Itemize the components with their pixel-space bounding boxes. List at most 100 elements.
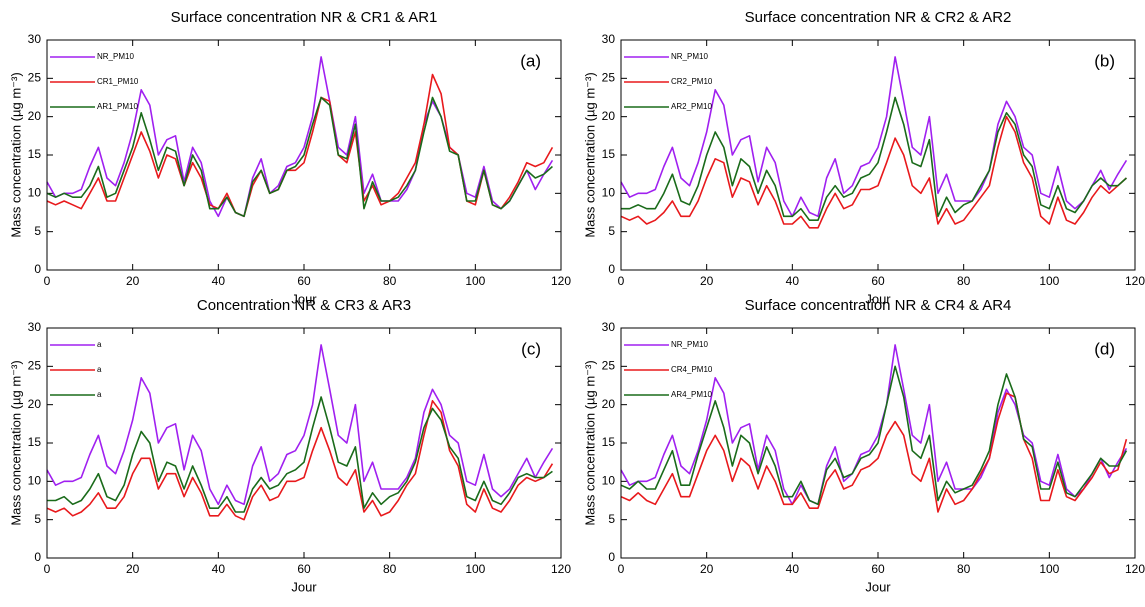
data-line	[621, 96, 1127, 221]
x-tick-label: 100	[465, 274, 485, 288]
x-tick-label: 60	[871, 562, 885, 576]
y-tick-label: 5	[608, 512, 615, 526]
x-tick-label: 100	[1039, 562, 1059, 576]
plot-frame	[620, 39, 1136, 271]
chart-title: Surface concentration NR & CR4 & AR4	[745, 297, 1012, 314]
y-tick-label: 10	[28, 474, 42, 488]
x-tick-label: 0	[618, 562, 625, 576]
y-tick-label: 5	[34, 512, 41, 526]
y-axis-label: Mass concentration (µg m⁻³)	[582, 360, 597, 525]
x-tick-label: 120	[551, 562, 571, 576]
y-tick-label: 30	[28, 32, 42, 46]
data-line	[46, 400, 554, 521]
x-tick-label: 20	[700, 274, 714, 288]
x-axis-label: Jour	[865, 291, 891, 306]
x-tick-label: 40	[786, 274, 800, 288]
legend-label: CR2_PM10	[671, 77, 713, 86]
y-tick-label: 15	[602, 147, 616, 161]
data-line	[620, 365, 1128, 506]
y-tick-label: 0	[34, 262, 41, 276]
x-tick-label: 80	[383, 274, 397, 288]
y-tick-label: 30	[602, 32, 616, 46]
y-tick-label: 10	[602, 474, 616, 488]
plot-frame	[46, 39, 562, 271]
panel-label: (d)	[1094, 339, 1115, 358]
y-tick-label: 10	[28, 186, 42, 200]
x-tick-label: 20	[700, 562, 714, 576]
y-tick-label: 20	[602, 397, 616, 411]
legend-label: a	[97, 390, 102, 399]
legend-label: AR4_PM10	[671, 390, 712, 399]
y-tick-label: 30	[28, 320, 42, 334]
x-tick-label: 0	[44, 562, 51, 576]
y-tick-label: 25	[602, 359, 616, 373]
legend-label: AR1_PM10	[97, 102, 138, 111]
x-axis-label: Jour	[291, 291, 317, 306]
chart-title: Concentration NR & CR3 & AR3	[197, 297, 411, 314]
x-tick-label: 0	[618, 274, 625, 288]
data-line	[46, 344, 554, 506]
y-tick-label: 15	[28, 147, 42, 161]
legend-label: a	[97, 340, 102, 349]
y-tick-label: 25	[28, 359, 42, 373]
x-tick-label: 80	[957, 562, 971, 576]
legend-label: AR2_PM10	[671, 102, 712, 111]
x-tick-label: 20	[126, 274, 140, 288]
y-tick-label: 0	[608, 550, 615, 564]
x-tick-label: 40	[212, 274, 226, 288]
x-tick-label: 80	[957, 274, 971, 288]
x-tick-label: 60	[871, 274, 885, 288]
y-axis-label: Mass concentration (µg m⁻³)	[582, 72, 597, 237]
y-axis-label: Mass concentration (µg m⁻³)	[8, 360, 23, 525]
panel-label: (b)	[1094, 51, 1115, 70]
y-tick-label: 20	[28, 397, 42, 411]
data-line	[620, 115, 1127, 229]
chart-title: Surface concentration NR & CR1 & AR1	[171, 9, 438, 26]
plot-frame	[620, 327, 1136, 559]
data-line	[47, 396, 553, 513]
legend-label: NR_PM10	[671, 340, 708, 349]
x-tick-label: 120	[1125, 562, 1145, 576]
y-tick-label: 30	[602, 320, 616, 334]
data-line	[620, 392, 1128, 513]
panel-label: (a)	[520, 51, 541, 70]
x-tick-label: 100	[465, 562, 485, 576]
y-tick-label: 15	[602, 435, 616, 449]
legend-label: NR_PM10	[97, 52, 134, 61]
y-tick-label: 10	[602, 186, 616, 200]
x-axis-label: Jour	[865, 579, 891, 594]
x-tick-label: 20	[126, 562, 140, 576]
y-tick-label: 20	[602, 109, 616, 123]
data-line	[620, 344, 1128, 506]
y-tick-label: 0	[608, 262, 615, 276]
plot-frame	[46, 327, 562, 559]
x-tick-label: 100	[1039, 274, 1059, 288]
data-line	[46, 96, 553, 218]
y-tick-label: 0	[34, 550, 41, 564]
x-axis-label: Jour	[291, 579, 317, 594]
y-tick-label: 15	[28, 435, 42, 449]
panel-label: (c)	[521, 339, 541, 358]
y-tick-label: 5	[608, 224, 615, 238]
x-tick-label: 60	[297, 562, 311, 576]
x-tick-label: 120	[1125, 274, 1145, 288]
x-tick-label: 40	[212, 562, 226, 576]
x-tick-label: 80	[383, 562, 397, 576]
legend-label: CR4_PM10	[671, 365, 713, 374]
y-tick-label: 25	[602, 71, 616, 85]
y-tick-label: 20	[28, 109, 42, 123]
x-tick-label: 0	[44, 274, 51, 288]
y-tick-label: 5	[34, 224, 41, 238]
legend-label: CR1_PM10	[97, 77, 139, 86]
data-line	[620, 56, 1128, 218]
x-tick-label: 40	[786, 562, 800, 576]
legend-label: NR_PM10	[671, 52, 708, 61]
x-tick-label: 60	[297, 274, 311, 288]
y-tick-label: 25	[28, 71, 42, 85]
x-tick-label: 120	[551, 274, 571, 288]
data-line	[46, 56, 554, 218]
legend-label: a	[97, 365, 102, 374]
chart-title: Surface concentration NR & CR2 & AR2	[745, 9, 1012, 26]
